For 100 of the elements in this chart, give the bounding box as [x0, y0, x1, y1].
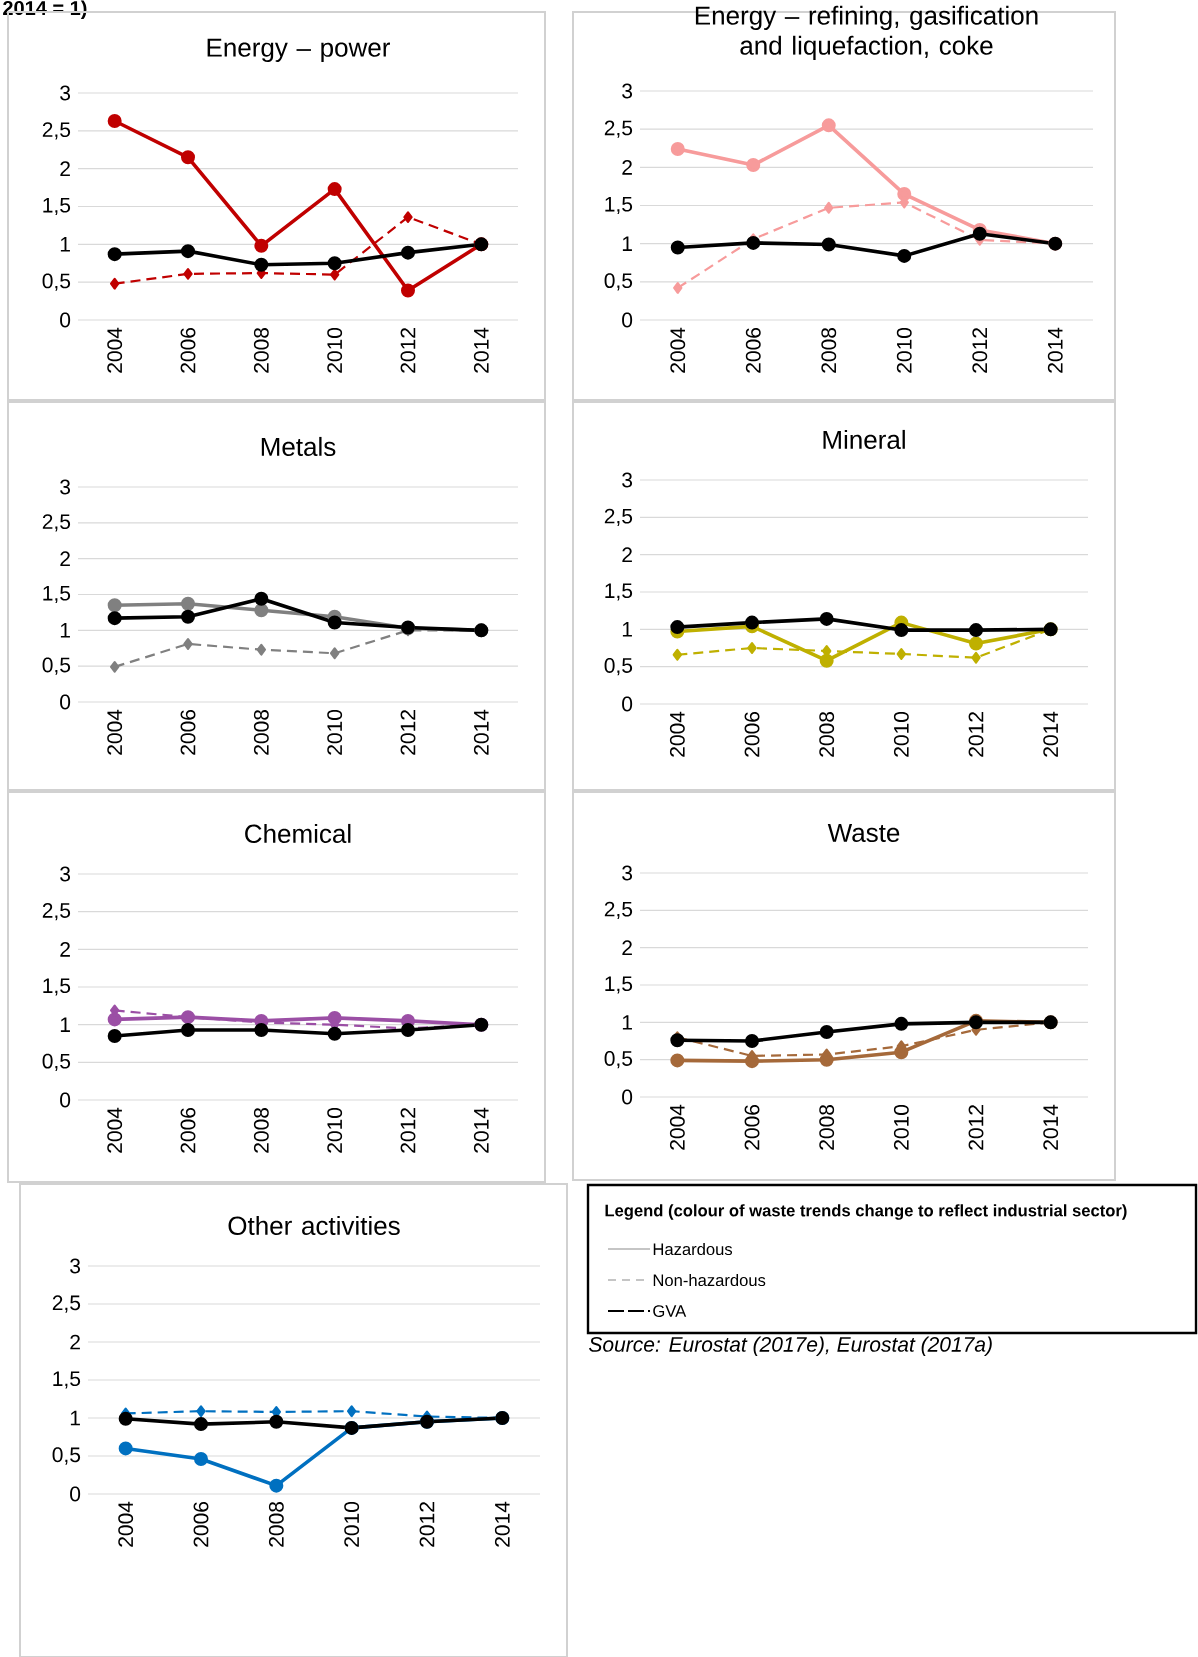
- x-tick-label: 2012: [400, 1108, 416, 1153]
- y-tick-label: 1,5: [43, 585, 71, 604]
- x-tick-label: 2004: [107, 327, 123, 373]
- y-tick-label: 1: [60, 623, 70, 638]
- chart-title: Other activities: [228, 1215, 400, 1236]
- y-tick-label: 2,5: [42, 122, 71, 140]
- x-tick-label: 2006: [180, 709, 196, 755]
- y-tick-label: 0: [60, 312, 71, 328]
- y-tick-label: 2,5: [604, 120, 633, 138]
- x-tick-label: 2006: [744, 1104, 760, 1150]
- x-tick-label: 2008: [821, 327, 837, 373]
- y-tick-label: 2: [60, 161, 70, 176]
- text: GVA: [653, 1305, 687, 1317]
- x-tick-label: 2006: [745, 327, 761, 373]
- x-tick-label: 2004: [669, 1104, 685, 1150]
- y-tick-label: 1: [60, 237, 70, 252]
- x-tick-label: 2014: [494, 1501, 510, 1547]
- y-tick-label: 0: [622, 696, 633, 712]
- y-tick-label: 3: [622, 472, 633, 488]
- chart-title: Mineral: [823, 429, 905, 450]
- x-tick-label: 2006: [744, 711, 760, 757]
- y-tick-label: 2,5: [42, 903, 71, 921]
- chart-title: Chemical: [245, 823, 351, 844]
- chart-title: Metals: [261, 436, 336, 457]
- y-tick-label: 0,5: [604, 273, 633, 291]
- y-tick-label: 1,5: [605, 583, 633, 601]
- text: Non-hazardous: [653, 1273, 766, 1287]
- y-tick-label: 1: [60, 1017, 70, 1032]
- x-tick-label: 2010: [893, 1104, 909, 1150]
- x-tick-label: 2006: [180, 1107, 196, 1153]
- y-tick-label: 3: [60, 85, 71, 101]
- y-tick-label: 2: [70, 1334, 80, 1350]
- x-tick-label: 2008: [253, 327, 269, 373]
- x-tick-label: 2012: [968, 712, 984, 757]
- x-tick-label: 2014: [473, 1107, 489, 1153]
- y-tick-label: 1,5: [605, 976, 633, 994]
- x-tick-label: 2004: [107, 1107, 123, 1153]
- y-tick-label: 3: [622, 865, 633, 881]
- y-tick-label: 0,5: [42, 657, 71, 675]
- x-tick-label: 2004: [670, 327, 686, 373]
- x-tick-label: 2014: [473, 709, 489, 755]
- y-tick-label: 2: [622, 160, 632, 175]
- x-tick-label: 2004: [118, 1501, 134, 1547]
- y-tick-label: 0: [622, 1089, 633, 1105]
- chart-title: Energy – refining, gasification and liquefaction, coke: [695, 5, 1038, 61]
- x-tick-label: 2014: [1043, 1104, 1059, 1150]
- x-tick-label: 2012: [400, 328, 416, 373]
- x-tick-label: 2014: [1043, 711, 1059, 757]
- y-tick-label: 0,5: [52, 1447, 81, 1465]
- chart-title: Waste: [827, 823, 900, 843]
- y-tick-label: 3: [60, 479, 71, 495]
- y-tick-label: 3: [60, 866, 71, 882]
- y-tick-label: 0,5: [42, 1053, 71, 1072]
- y-tick-label: 1,5: [43, 197, 71, 216]
- y-tick-label: 2,5: [42, 514, 71, 532]
- y-tick-label: 0: [70, 1486, 81, 1502]
- y-tick-label: 0: [622, 312, 633, 328]
- y-tick-label: 2: [622, 547, 632, 562]
- y-tick-label: 0,5: [604, 1051, 633, 1069]
- y-tick-label: 1,5: [43, 978, 71, 996]
- x-tick-label: 2012: [972, 328, 988, 373]
- x-tick-label: 2014: [1047, 327, 1063, 373]
- y-tick-label: 3: [622, 83, 633, 99]
- x-tick-label: 2010: [327, 1107, 343, 1153]
- y-tick-label: 2: [622, 940, 632, 956]
- y-tick-label: 0: [60, 694, 71, 710]
- x-tick-label: 2012: [419, 1502, 435, 1547]
- x-tick-label: 2008: [268, 1501, 284, 1547]
- x-tick-label: 2006: [180, 327, 196, 373]
- x-tick-label: 2010: [344, 1501, 360, 1547]
- x-tick-label: 2008: [253, 709, 269, 755]
- y-tick-label: 0,5: [604, 658, 633, 676]
- x-tick-label: 2014: [473, 327, 489, 373]
- y-tick-label: 1: [622, 622, 632, 637]
- x-tick-label: 2004: [669, 711, 685, 757]
- x-tick-label: 2012: [968, 1105, 984, 1150]
- x-tick-label: 2008: [819, 1104, 835, 1150]
- y-tick-label: 1,5: [53, 1371, 81, 1389]
- y-tick-label: 2,5: [604, 508, 633, 527]
- x-tick-label: 2008: [253, 1107, 269, 1153]
- chart-title: Energy – power: [207, 38, 390, 63]
- source-note: Source: Eurostat (2017e), Eurostat (2017a): [589, 1336, 992, 1356]
- y-tick-label: 2: [60, 551, 70, 566]
- x-tick-label: 2006: [193, 1502, 209, 1547]
- y-tick-label: 1: [622, 236, 632, 251]
- y-tick-label: 2,5: [604, 901, 633, 920]
- x-tick-label: 2010: [896, 327, 912, 373]
- y-tick-label: 2: [60, 942, 70, 957]
- x-tick-label: 2010: [893, 711, 909, 757]
- y-tick-label: 3: [70, 1258, 81, 1274]
- x-tick-label: 2012: [400, 710, 416, 755]
- x-tick-label: 2004: [107, 709, 123, 755]
- y-tick-label: 0,5: [42, 273, 71, 291]
- y-tick-label: 1: [70, 1410, 80, 1426]
- text: Hazardous: [653, 1242, 733, 1256]
- y-tick-label: 1: [622, 1015, 632, 1030]
- y-tick-label: 2,5: [52, 1295, 81, 1313]
- y-tick-label: 0: [60, 1092, 71, 1108]
- x-tick-label: 2010: [327, 327, 343, 373]
- x-tick-label: 2008: [819, 711, 835, 757]
